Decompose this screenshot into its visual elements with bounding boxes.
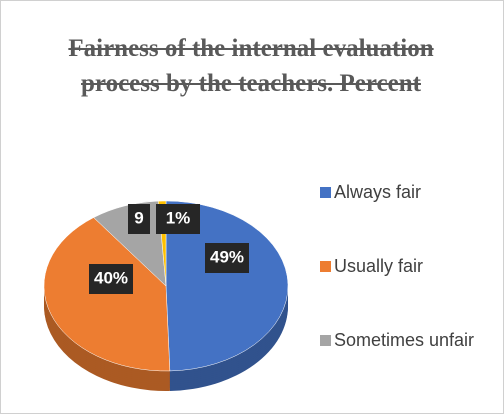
legend-label: Always fair [334, 182, 422, 202]
legend-swatch [320, 335, 331, 346]
data-label: 9 [134, 208, 143, 227]
data-label-box [205, 243, 249, 273]
legend-item: Always fair [320, 179, 484, 205]
pie-slice [165, 200, 289, 372]
data-label: 1% [166, 208, 191, 227]
legend-swatch [320, 261, 331, 272]
legend-label: Usually fair [334, 256, 424, 276]
chart-title: Fairness of the internal evaluation proc… [68, 35, 434, 97]
data-label: 40% [94, 268, 128, 287]
data-label: 49% [210, 247, 244, 266]
legend-swatch [320, 187, 331, 198]
legend-item: Sometimes unfair [320, 327, 484, 353]
data-label-box [128, 204, 150, 234]
legend-label: Sometimes unfair [334, 330, 475, 350]
data-label-box [156, 204, 200, 234]
legend-item: Usually fair [320, 253, 484, 279]
data-label-box [89, 264, 133, 294]
pie-slice [43, 217, 171, 372]
